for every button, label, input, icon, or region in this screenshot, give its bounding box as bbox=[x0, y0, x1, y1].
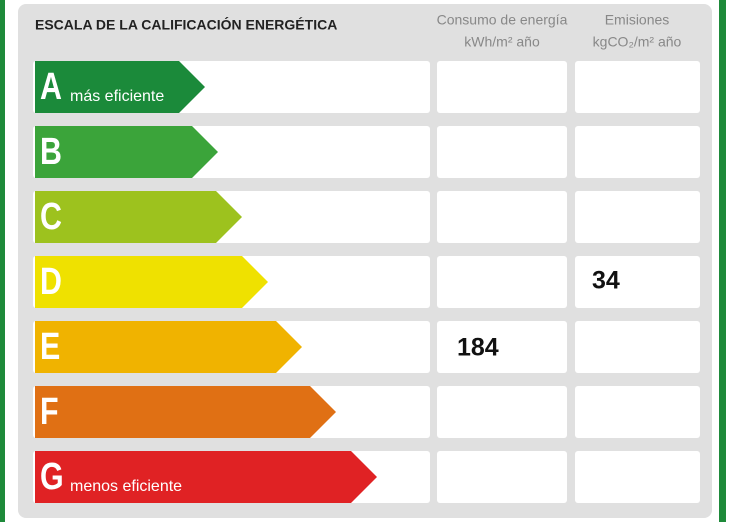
emisiones-box bbox=[575, 256, 700, 308]
consumo-box bbox=[437, 386, 567, 438]
rating-arrow bbox=[35, 191, 242, 243]
border-right bbox=[719, 0, 726, 522]
consumo-value: 184 bbox=[457, 334, 499, 362]
rating-arrow bbox=[35, 61, 205, 113]
rating-arrow bbox=[35, 386, 336, 438]
col-header: kgCO₂/m² año bbox=[593, 34, 682, 50]
rating-letter: F bbox=[40, 391, 59, 433]
emisiones-box bbox=[575, 386, 700, 438]
rating-letter: G bbox=[40, 456, 64, 498]
consumo-box bbox=[437, 256, 567, 308]
col-header: Emisiones bbox=[605, 12, 670, 28]
emisiones-box bbox=[575, 61, 700, 113]
emisiones-box bbox=[575, 321, 700, 373]
rating-letter: B bbox=[40, 131, 62, 173]
rating-letter: E bbox=[40, 326, 60, 368]
border-left bbox=[0, 0, 5, 522]
rating-letter: D bbox=[40, 261, 62, 303]
col-header: kWh/m² año bbox=[464, 34, 540, 50]
consumo-box bbox=[437, 126, 567, 178]
rating-arrow bbox=[35, 256, 268, 308]
rating-arrow bbox=[35, 451, 377, 503]
rating-arrow bbox=[35, 126, 218, 178]
col-header: Consumo de energía bbox=[437, 12, 568, 28]
rating-letter: A bbox=[40, 66, 62, 108]
consumo-box bbox=[437, 321, 567, 373]
rating-label: menos eficiente bbox=[70, 478, 182, 495]
emisiones-value: 34 bbox=[592, 267, 620, 295]
rating-letter: C bbox=[40, 196, 62, 238]
consumo-box bbox=[437, 451, 567, 503]
emisiones-box bbox=[575, 191, 700, 243]
emisiones-box bbox=[575, 451, 700, 503]
consumo-box bbox=[437, 61, 567, 113]
rating-label: más eficiente bbox=[70, 88, 164, 105]
consumo-box bbox=[437, 191, 567, 243]
emisiones-box bbox=[575, 126, 700, 178]
title: ESCALA DE LA CALIFICACIÓN ENERGÉTICA bbox=[35, 16, 337, 33]
rating-arrow bbox=[35, 321, 302, 373]
